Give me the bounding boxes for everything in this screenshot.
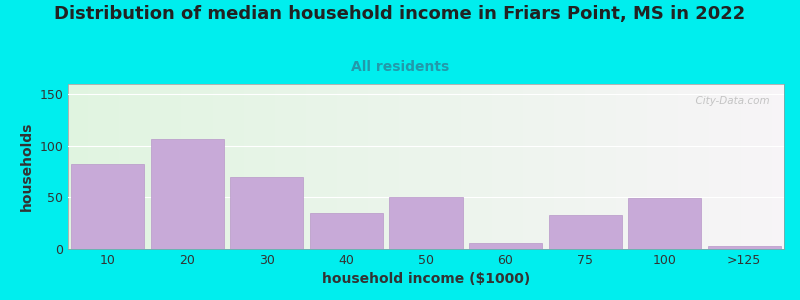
Text: City-Data.com: City-Data.com (689, 95, 770, 106)
X-axis label: household income ($1000): household income ($1000) (322, 272, 530, 286)
Text: Distribution of median household income in Friars Point, MS in 2022: Distribution of median household income … (54, 4, 746, 22)
Bar (549, 215, 622, 249)
Bar (708, 246, 781, 249)
Text: All residents: All residents (351, 60, 449, 74)
Y-axis label: households: households (20, 122, 34, 211)
Bar (390, 197, 462, 249)
Bar (71, 164, 144, 249)
Bar (150, 139, 224, 249)
Bar (310, 213, 383, 249)
Bar (230, 177, 303, 249)
Bar (469, 243, 542, 249)
Bar (628, 199, 702, 249)
